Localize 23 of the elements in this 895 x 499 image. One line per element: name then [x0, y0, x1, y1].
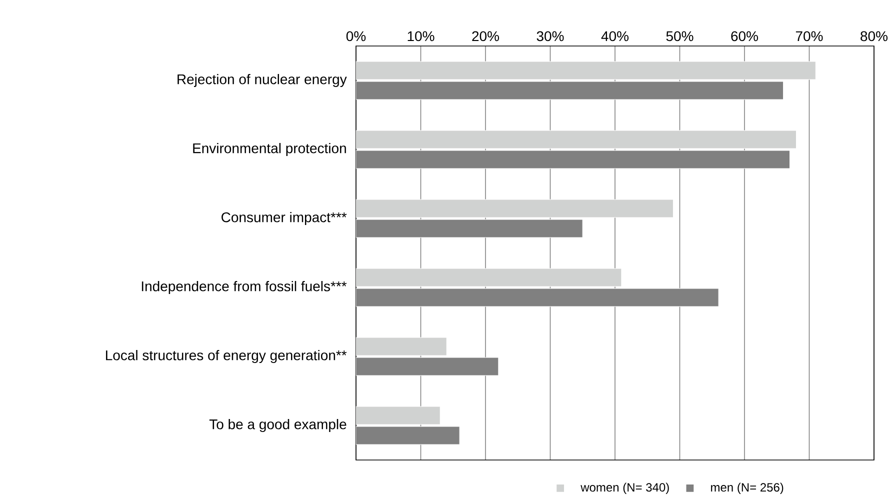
y-tick-label: Independence from fossil fuels*** — [142, 280, 347, 294]
x-tick-label: 60% — [731, 31, 758, 42]
y-tick-label: Consumer impact*** — [222, 212, 347, 226]
bar — [356, 268, 622, 287]
y-tick-label: Environmental protection — [193, 142, 346, 156]
bar — [356, 406, 440, 425]
bar — [356, 337, 447, 356]
x-tick-label: 0% — [346, 31, 366, 42]
x-tick-label: 30% — [536, 31, 564, 42]
x-tick-label: 40% — [601, 31, 629, 42]
bar — [356, 130, 797, 149]
x-tick-label: 10% — [408, 31, 434, 42]
y-tick-label: Local structures of energy generation** — [106, 350, 347, 364]
legend-label: women (N= 340) — [580, 482, 669, 494]
y-tick-label: To be a good example — [209, 418, 346, 432]
bar — [356, 61, 816, 80]
legend-label: men (N= 256) — [711, 482, 784, 494]
y-tick-label: Rejection of nuclear energy — [178, 74, 347, 88]
x-tick-label: 70% — [796, 31, 823, 42]
x-tick-label: 20% — [472, 31, 500, 42]
x-tick-label: 80% — [860, 31, 888, 42]
x-tick-label: 50% — [666, 31, 694, 42]
bar — [356, 199, 674, 218]
